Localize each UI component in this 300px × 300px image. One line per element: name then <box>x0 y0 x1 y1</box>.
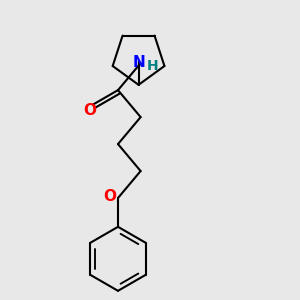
Text: O: O <box>83 103 96 118</box>
Text: O: O <box>103 189 116 204</box>
Text: N: N <box>132 55 145 70</box>
Text: H: H <box>147 58 159 73</box>
